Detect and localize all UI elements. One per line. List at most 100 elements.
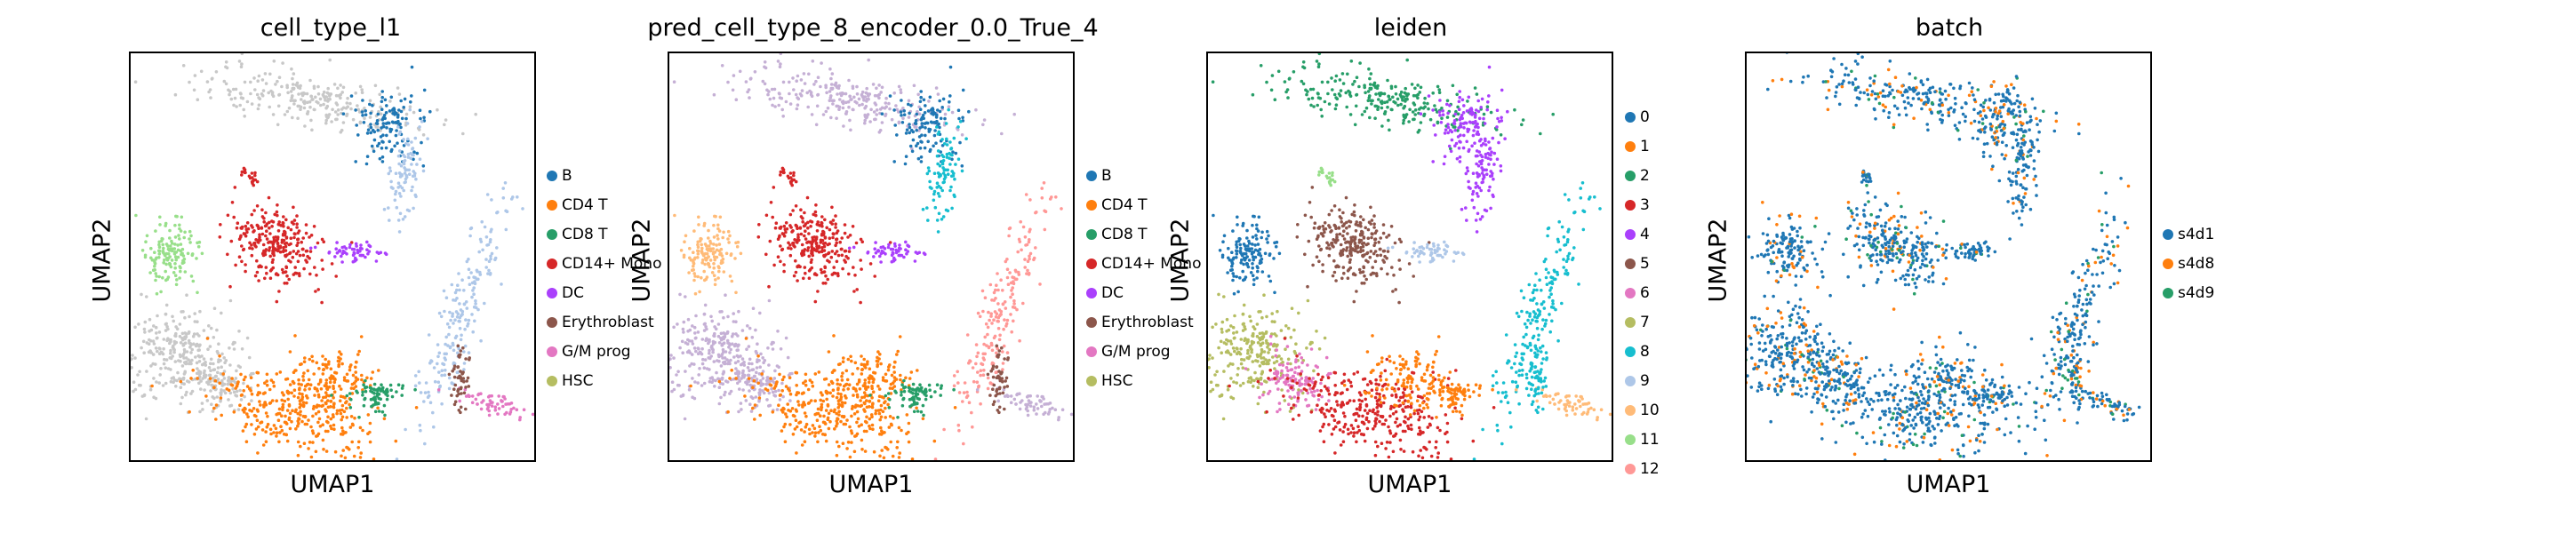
cell-point <box>293 334 297 338</box>
cell-point <box>324 95 328 99</box>
cell-point <box>1475 162 1478 166</box>
cell-point <box>863 118 867 123</box>
cell-point <box>436 362 439 366</box>
legend-label: B <box>1101 167 1112 185</box>
cell-point <box>877 84 881 87</box>
cell-point <box>228 404 232 408</box>
cell-point <box>937 211 941 216</box>
cell-point <box>877 394 882 399</box>
cell-point <box>311 359 315 363</box>
cell-point <box>306 382 310 386</box>
cell-point <box>400 186 404 190</box>
cell-point <box>848 118 852 123</box>
cell-point <box>268 427 273 432</box>
cell-point <box>470 313 474 316</box>
cell-point <box>394 192 397 196</box>
cell-point <box>211 395 214 399</box>
cell-point <box>877 411 882 416</box>
cell-point <box>240 173 244 177</box>
cell-point <box>1413 108 1418 112</box>
cell-point <box>728 392 732 395</box>
cell-point <box>1368 115 1372 120</box>
cell-point <box>714 214 717 219</box>
cell-point <box>708 265 712 269</box>
cell-point <box>1431 160 1435 163</box>
cell-point <box>771 215 774 219</box>
cell-point <box>282 246 285 250</box>
cell-point <box>690 268 694 272</box>
cell-point <box>819 238 823 243</box>
cell-point <box>1369 250 1373 253</box>
cell-point <box>465 306 469 310</box>
cell-point <box>852 449 857 454</box>
cell-point <box>453 290 458 295</box>
cell-point <box>324 381 328 386</box>
cell-point <box>759 352 763 356</box>
cell-point <box>702 253 706 258</box>
cell-point <box>284 270 287 274</box>
cell-point <box>1053 408 1058 412</box>
cell-point <box>369 111 372 115</box>
cell-point <box>394 133 398 138</box>
cell-point <box>1331 88 1334 91</box>
cell-point <box>428 401 433 405</box>
cell-point <box>308 387 311 391</box>
cell-point <box>386 394 389 398</box>
cell-point <box>700 243 703 247</box>
cell-point <box>1431 108 1435 112</box>
cell-point <box>970 410 973 415</box>
cell-point <box>721 347 725 352</box>
cell-point <box>418 108 422 112</box>
cell-point <box>956 423 961 427</box>
cell-point <box>794 92 798 97</box>
cell-point <box>948 100 951 104</box>
cell-point <box>320 259 324 262</box>
cell-point <box>324 99 327 102</box>
cell-point <box>1482 112 1486 116</box>
cell-point <box>368 386 372 390</box>
cell-point <box>327 385 332 389</box>
cell-point <box>215 328 219 332</box>
cell-point <box>285 409 290 412</box>
cell-point <box>829 94 833 98</box>
cell-point <box>720 353 724 356</box>
cell-point <box>377 393 381 396</box>
cell-point <box>1337 92 1341 96</box>
cell-point <box>961 400 964 403</box>
cell-point <box>720 342 724 346</box>
cell-point <box>271 251 275 256</box>
cell-point <box>1002 327 1005 331</box>
cell-point <box>260 226 264 230</box>
cell-point <box>174 258 178 262</box>
cell-point <box>701 357 705 362</box>
cell-point <box>846 235 850 239</box>
cell-point <box>960 133 964 137</box>
cell-point <box>772 87 777 91</box>
cell-point <box>921 417 925 421</box>
cell-point <box>854 241 859 245</box>
cell-point <box>756 381 760 386</box>
cell-point <box>1346 232 1349 235</box>
cell-point <box>209 362 212 366</box>
cell-point <box>1035 402 1038 406</box>
cell-point <box>800 89 804 92</box>
cell-point <box>983 335 987 339</box>
cell-point <box>772 96 776 100</box>
cell-point <box>1307 97 1311 101</box>
cell-point <box>811 424 815 427</box>
cell-point <box>819 267 823 272</box>
cell-point <box>285 439 290 443</box>
cell-point <box>356 104 359 107</box>
cell-point <box>975 388 980 392</box>
cell-point <box>459 376 462 380</box>
cell-point <box>157 249 162 253</box>
cell-point <box>136 373 140 377</box>
cell-point <box>1405 97 1409 101</box>
cell-point <box>1372 84 1376 87</box>
cell-point <box>777 403 780 408</box>
cell-point <box>757 223 761 227</box>
cell-point <box>912 84 916 88</box>
cell-point <box>835 237 838 242</box>
cell-point <box>181 342 186 346</box>
cell-point <box>750 336 755 339</box>
